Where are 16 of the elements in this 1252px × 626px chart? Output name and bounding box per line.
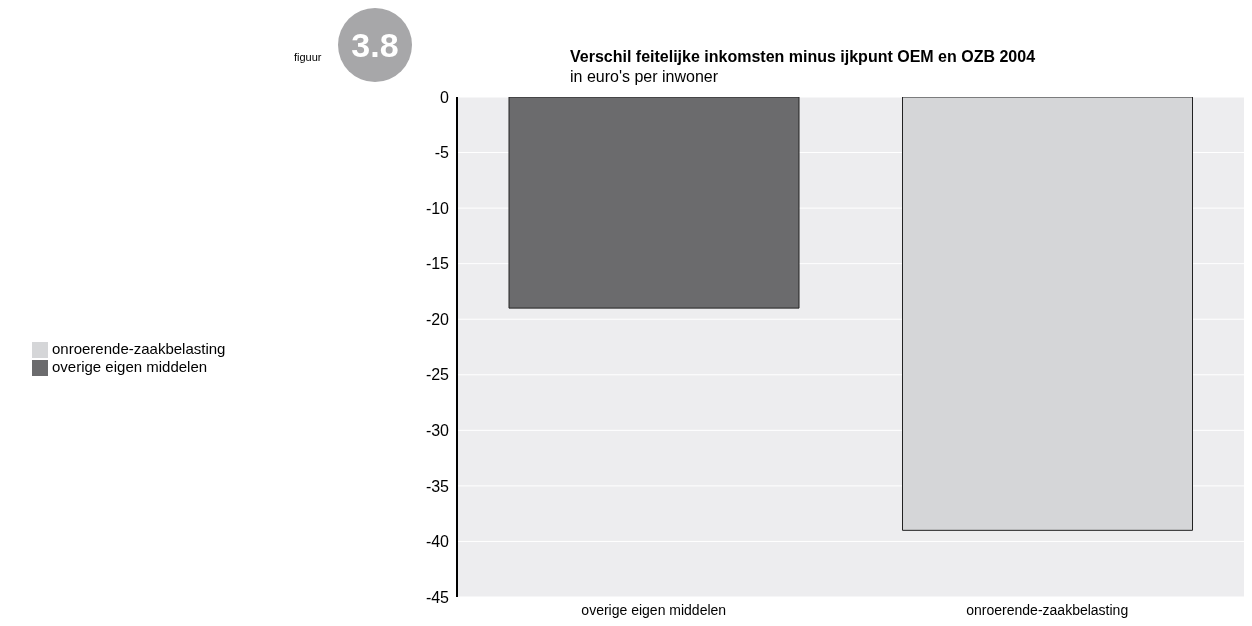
y-tick-label: -45 [425,588,450,606]
legend-label: onroerende-zaakbelasting [52,340,226,357]
y-tick-label: -25 [425,366,450,384]
y-tick-label: -15 [425,255,450,273]
y-tick-label: -20 [425,310,450,328]
y-tick-label: -40 [425,533,450,551]
y-tick-label: -35 [425,477,450,495]
chart-title: Verschil feitelijke inkomsten minus ijkpunt OEM en OZB 2004 [570,48,1036,66]
y-tick-label: -10 [425,199,450,217]
text: figuur [294,51,322,63]
y-tick-label: -30 [425,422,450,440]
legend-label: overige eigen middelen [52,358,208,376]
y-tick-label: -5 [434,144,450,162]
circle-badge: 3.8 [338,8,412,82]
y-tick-label: 0 [440,88,450,106]
chart-subtitle: in euro's per inwoner [570,68,719,86]
